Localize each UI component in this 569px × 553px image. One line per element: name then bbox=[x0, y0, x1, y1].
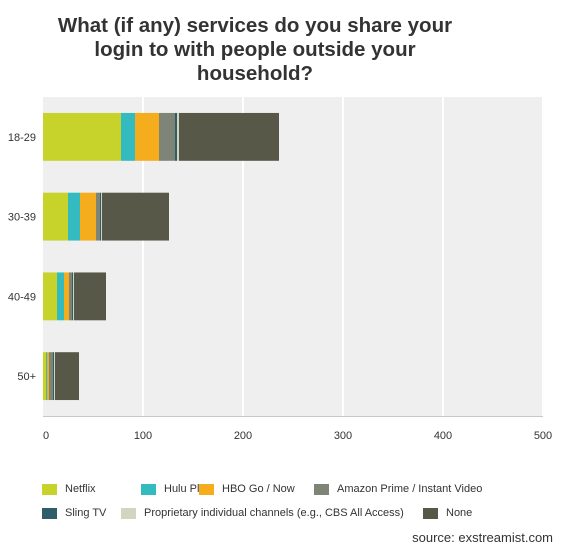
bar-segment bbox=[159, 112, 175, 161]
category-label: 40-49 bbox=[8, 291, 36, 303]
bar-chart: 18-29 30-39 40-49 50+ 0 100 200 300 400 500 bbox=[8, 97, 552, 442]
bar-segment bbox=[177, 112, 179, 161]
category-label: 18-29 bbox=[8, 132, 36, 144]
x-tick-label: 200 bbox=[234, 430, 252, 442]
bar-segment bbox=[43, 272, 57, 321]
bar-segment bbox=[43, 352, 46, 401]
legend-label: HBO Go / Now bbox=[222, 483, 295, 495]
bar-segment bbox=[102, 192, 169, 241]
x-tick-label: 400 bbox=[434, 430, 452, 442]
bar-segment bbox=[73, 272, 74, 321]
source-credit: source: exstreamist.com bbox=[412, 530, 553, 545]
bar-segment bbox=[100, 192, 101, 241]
chart-legend: Netflix Hulu Plus HBO Go / Now Amazon Pr… bbox=[0, 478, 569, 523]
bar-segment bbox=[54, 352, 55, 401]
bar-segment bbox=[121, 112, 135, 161]
bar-segment bbox=[74, 272, 106, 321]
x-tick-label: 500 bbox=[534, 430, 552, 442]
bar-segment bbox=[175, 112, 177, 161]
legend-swatch bbox=[42, 507, 57, 519]
category-label: 30-39 bbox=[8, 212, 36, 224]
bar-segment bbox=[101, 192, 102, 241]
legend-swatch bbox=[423, 507, 438, 519]
legend-swatch bbox=[314, 483, 329, 495]
bar-segment bbox=[135, 112, 159, 161]
legend-item-none: None bbox=[423, 507, 472, 519]
bar-segment bbox=[179, 112, 279, 161]
legend-swatch bbox=[199, 483, 214, 495]
bar-segment bbox=[55, 352, 79, 401]
legend-item-hbo-go: HBO Go / Now bbox=[199, 483, 295, 495]
bar-segment bbox=[47, 352, 49, 401]
legend-item-proprietary-channels: Proprietary individual channels (e.g., C… bbox=[121, 507, 404, 519]
legend-item-sling-tv: Sling TV bbox=[42, 507, 106, 519]
bar-segment bbox=[68, 192, 80, 241]
x-tick-label: 100 bbox=[134, 430, 152, 442]
legend-label: None bbox=[446, 507, 473, 519]
bar-segment bbox=[49, 352, 53, 401]
bar-segment bbox=[43, 112, 121, 161]
chart-title-line: household? bbox=[196, 62, 314, 85]
legend-swatch bbox=[42, 483, 57, 495]
bar-segment bbox=[96, 192, 100, 241]
chart-title-line: login to with people outside your bbox=[94, 38, 416, 61]
bar-segment bbox=[69, 272, 72, 321]
x-tick-label: 0 bbox=[43, 430, 49, 442]
bar-segment bbox=[53, 352, 54, 401]
bar-segment bbox=[43, 192, 68, 241]
bar-segment bbox=[46, 352, 47, 401]
legend-label: Proprietary individual channels (e.g., C… bbox=[144, 507, 404, 519]
legend-item-amazon-prime: Amazon Prime / Instant Video bbox=[314, 483, 482, 495]
x-tick-label: 300 bbox=[334, 430, 352, 442]
chart-title: What (if any) services do you share your… bbox=[0, 14, 510, 86]
category-label: 50+ bbox=[17, 371, 36, 383]
legend-label: Sling TV bbox=[65, 507, 107, 519]
legend-label: Amazon Prime / Instant Video bbox=[337, 483, 483, 495]
bar-segment bbox=[57, 272, 64, 321]
bar-segment bbox=[72, 272, 73, 321]
legend-swatch bbox=[141, 483, 156, 495]
bar-segment bbox=[64, 272, 69, 321]
legend-item-netflix: Netflix bbox=[42, 483, 96, 495]
chart-title-line: What (if any) services do you share your bbox=[57, 14, 453, 37]
bar-segment bbox=[80, 192, 96, 241]
legend-swatch bbox=[121, 507, 136, 519]
legend-label: Netflix bbox=[65, 483, 96, 495]
